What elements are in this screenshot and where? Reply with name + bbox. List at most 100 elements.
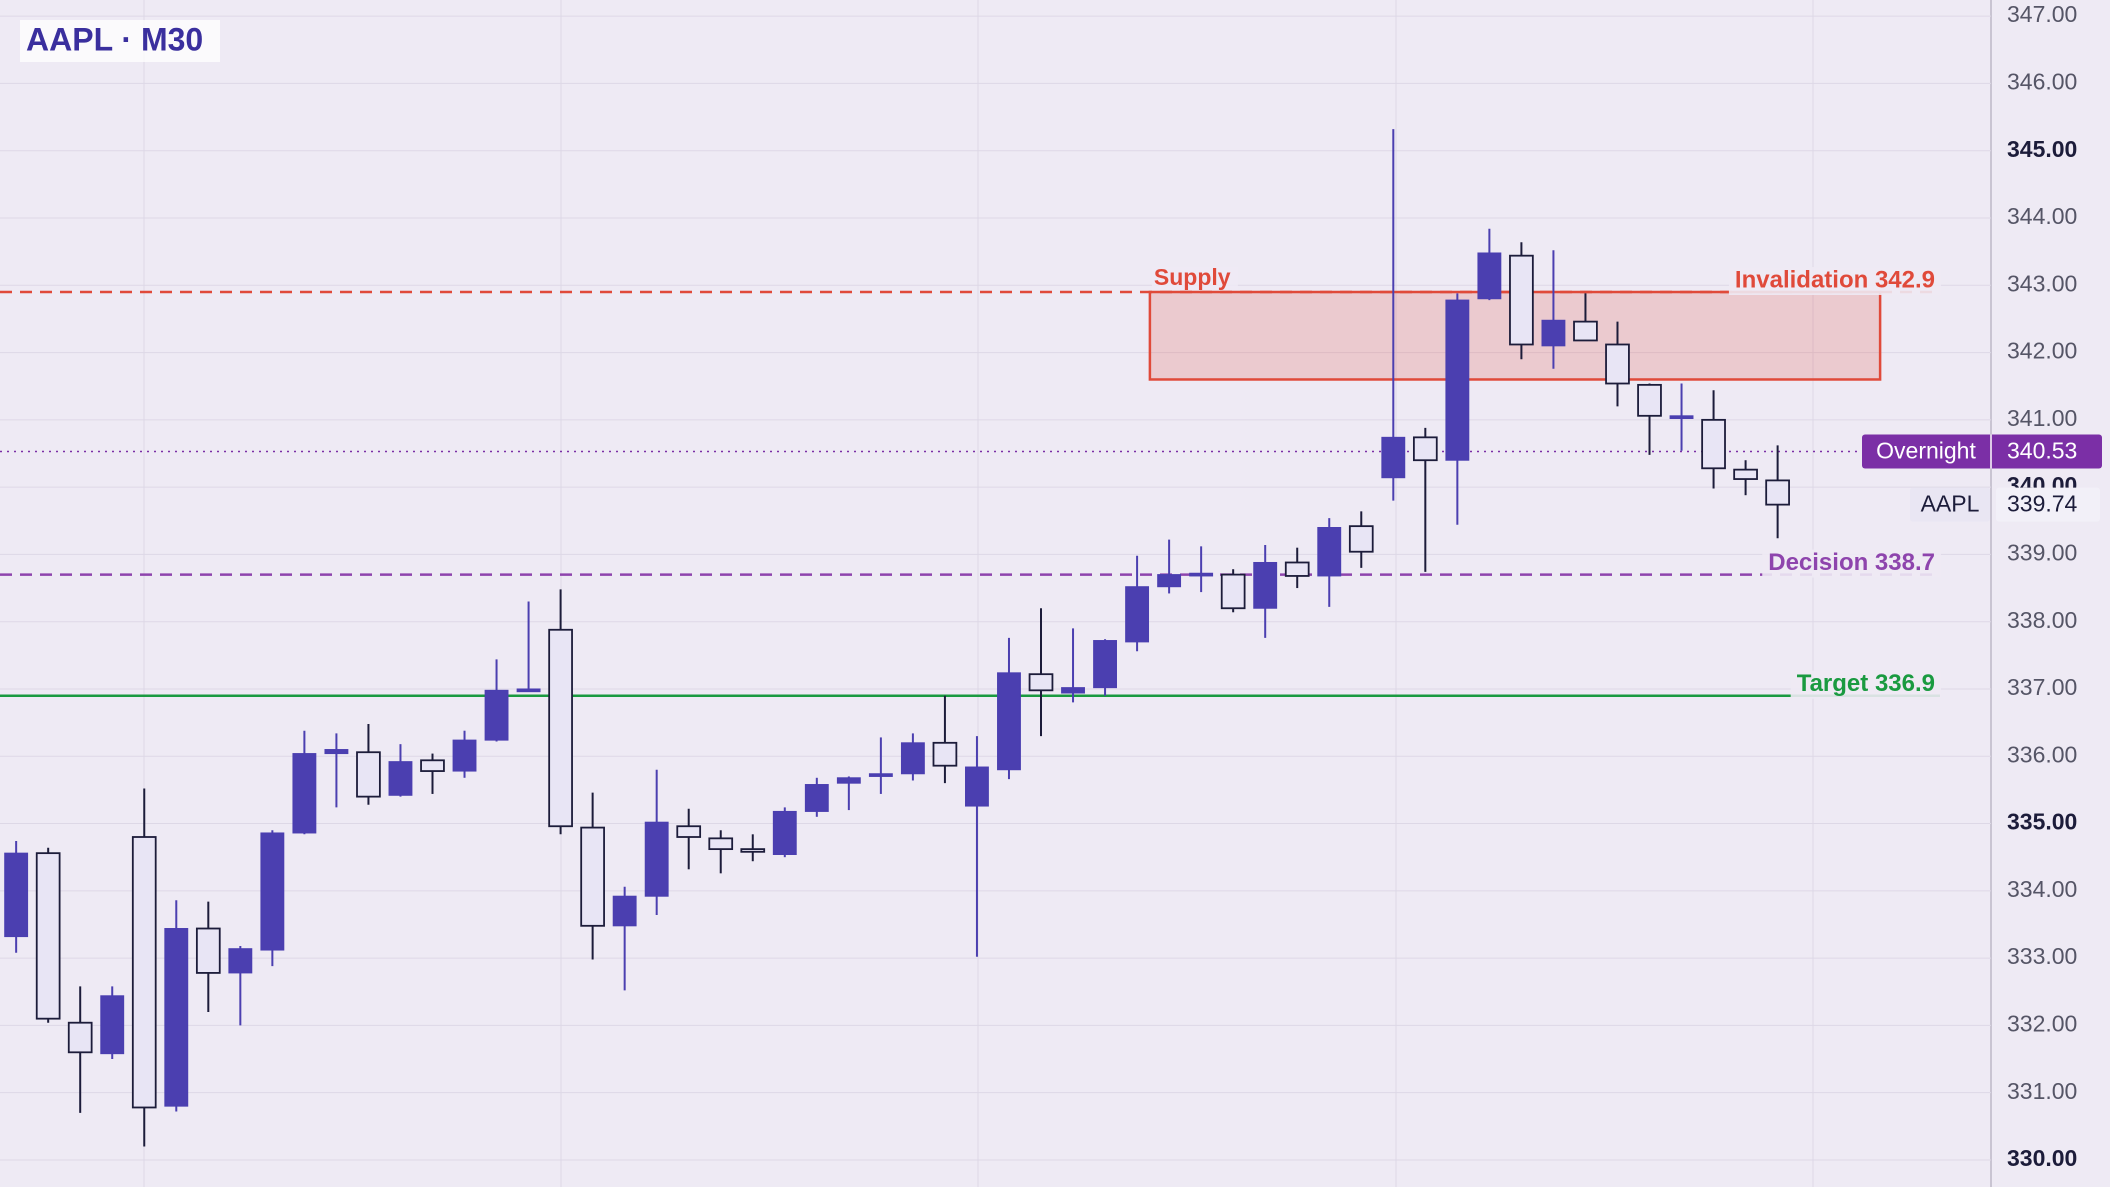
candle (708, 830, 734, 874)
candle (1733, 460, 1758, 496)
candle (836, 776, 861, 811)
title-bg (20, 20, 220, 62)
candle (900, 733, 925, 781)
candle (1765, 445, 1790, 539)
last-label-bg (1910, 487, 1990, 522)
candle-body (1477, 252, 1502, 300)
candle (260, 830, 285, 967)
candle (1157, 539, 1182, 594)
candle-body (1284, 561, 1310, 577)
candle (1189, 546, 1214, 593)
candle-body (740, 848, 766, 853)
candle-body (772, 810, 797, 855)
candle-body (1637, 383, 1662, 417)
level-label: Decision 338.7 (1768, 549, 1935, 576)
last-value: 339.74 (2007, 491, 2078, 517)
candle (356, 723, 381, 805)
y-tick-label: 338.00 (2007, 607, 2077, 633)
candle-body (4, 852, 29, 938)
candle (420, 753, 445, 794)
candle-body (1189, 572, 1214, 577)
candle (4, 841, 29, 953)
candle-body (1509, 254, 1534, 346)
candle (1541, 250, 1566, 369)
candle-body (1765, 479, 1790, 506)
candle (164, 900, 189, 1112)
overnight-label: Overnight (1876, 438, 1976, 464)
level-label-bg (1728, 267, 1941, 296)
candle (1125, 555, 1150, 652)
candle (997, 637, 1021, 780)
candle-body (67, 1021, 93, 1054)
candle (580, 792, 605, 960)
candle (644, 769, 669, 916)
candle (1412, 427, 1438, 572)
candle-body (260, 832, 285, 951)
candle-body (1605, 343, 1630, 385)
candle (1669, 383, 1694, 451)
candle (1573, 293, 1598, 342)
candle-body (708, 837, 734, 851)
candle (932, 695, 958, 784)
candle (67, 986, 93, 1113)
candle-body (804, 784, 829, 812)
candle-body (356, 751, 381, 798)
y-tick-label: 341.00 (2007, 405, 2077, 431)
y-tick-label: 333.00 (2007, 943, 2077, 969)
candle-body (1028, 673, 1054, 692)
candle-body (644, 821, 669, 897)
candle-body (388, 761, 413, 796)
candle-body (965, 766, 989, 807)
candle-body (1733, 468, 1758, 480)
candle-body (1125, 586, 1150, 643)
y-tick-label: 337.00 (2007, 674, 2077, 700)
candle-body (324, 749, 349, 755)
candle-body (932, 741, 958, 767)
candle (612, 886, 637, 991)
candle-body (997, 672, 1021, 771)
candle (1637, 383, 1662, 455)
candle (868, 737, 893, 794)
candle (1093, 639, 1117, 696)
y-tick-label: 344.00 (2007, 203, 2077, 229)
candle-body (420, 759, 445, 772)
candle (324, 733, 349, 808)
candle (388, 744, 413, 797)
candle-body (868, 773, 893, 777)
candle-body (100, 995, 125, 1055)
candle (1284, 547, 1310, 589)
candle-body (1445, 299, 1470, 461)
candle-body (195, 927, 221, 974)
zone-label-bg (1151, 266, 1238, 291)
overnight-tag (1862, 434, 2102, 469)
candle (1253, 544, 1278, 638)
candle (228, 946, 253, 1026)
y-tick-label: 346.00 (2007, 69, 2077, 95)
y-tick-label: 332.00 (2007, 1010, 2077, 1036)
candle-body (164, 928, 189, 1107)
level-label: Invalidation 342.9 (1735, 266, 1935, 293)
zone-label: Supply (1154, 264, 1231, 290)
candle (548, 589, 573, 835)
level-label-bg (1790, 670, 1941, 699)
candle-body (548, 628, 573, 828)
candle (452, 730, 477, 778)
candle-body (484, 689, 509, 741)
y-tick-label: 345.00 (2007, 136, 2077, 162)
y-tick-label: 343.00 (2007, 270, 2077, 296)
candle-body (612, 895, 637, 927)
candle-body (1381, 436, 1406, 479)
candle-body (836, 777, 861, 784)
candle-body (900, 742, 925, 775)
candle-body (580, 826, 605, 927)
candle-body (35, 852, 61, 1020)
candle (1381, 129, 1406, 501)
candle (131, 788, 157, 1147)
candle-body (228, 948, 253, 974)
candle-body (1348, 525, 1374, 553)
candle (740, 834, 766, 862)
candle (484, 659, 509, 742)
candle (1509, 242, 1534, 360)
candle-body (1093, 640, 1117, 689)
